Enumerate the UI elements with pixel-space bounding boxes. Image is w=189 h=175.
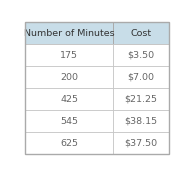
Bar (113, 132, 169, 154)
Text: Number of Minutes: Number of Minutes (24, 29, 115, 38)
Text: Cost: Cost (130, 29, 152, 38)
Text: 200: 200 (60, 73, 78, 82)
Bar (113, 110, 169, 132)
Bar (25, 44, 113, 66)
Bar (113, 22, 169, 44)
Bar (25, 66, 113, 88)
Bar (25, 110, 113, 132)
Text: $21.25: $21.25 (125, 95, 157, 104)
Text: $37.50: $37.50 (124, 139, 158, 148)
Bar (25, 22, 113, 44)
Text: $3.50: $3.50 (127, 51, 155, 60)
Text: 625: 625 (60, 139, 78, 148)
Text: $38.15: $38.15 (124, 117, 158, 126)
Text: 175: 175 (60, 51, 78, 60)
Bar (25, 88, 113, 110)
Bar (113, 44, 169, 66)
Text: 545: 545 (60, 117, 78, 126)
Text: $7.00: $7.00 (128, 73, 154, 82)
Bar (25, 132, 113, 154)
Bar (113, 88, 169, 110)
Text: 425: 425 (60, 95, 78, 104)
Bar (113, 66, 169, 88)
